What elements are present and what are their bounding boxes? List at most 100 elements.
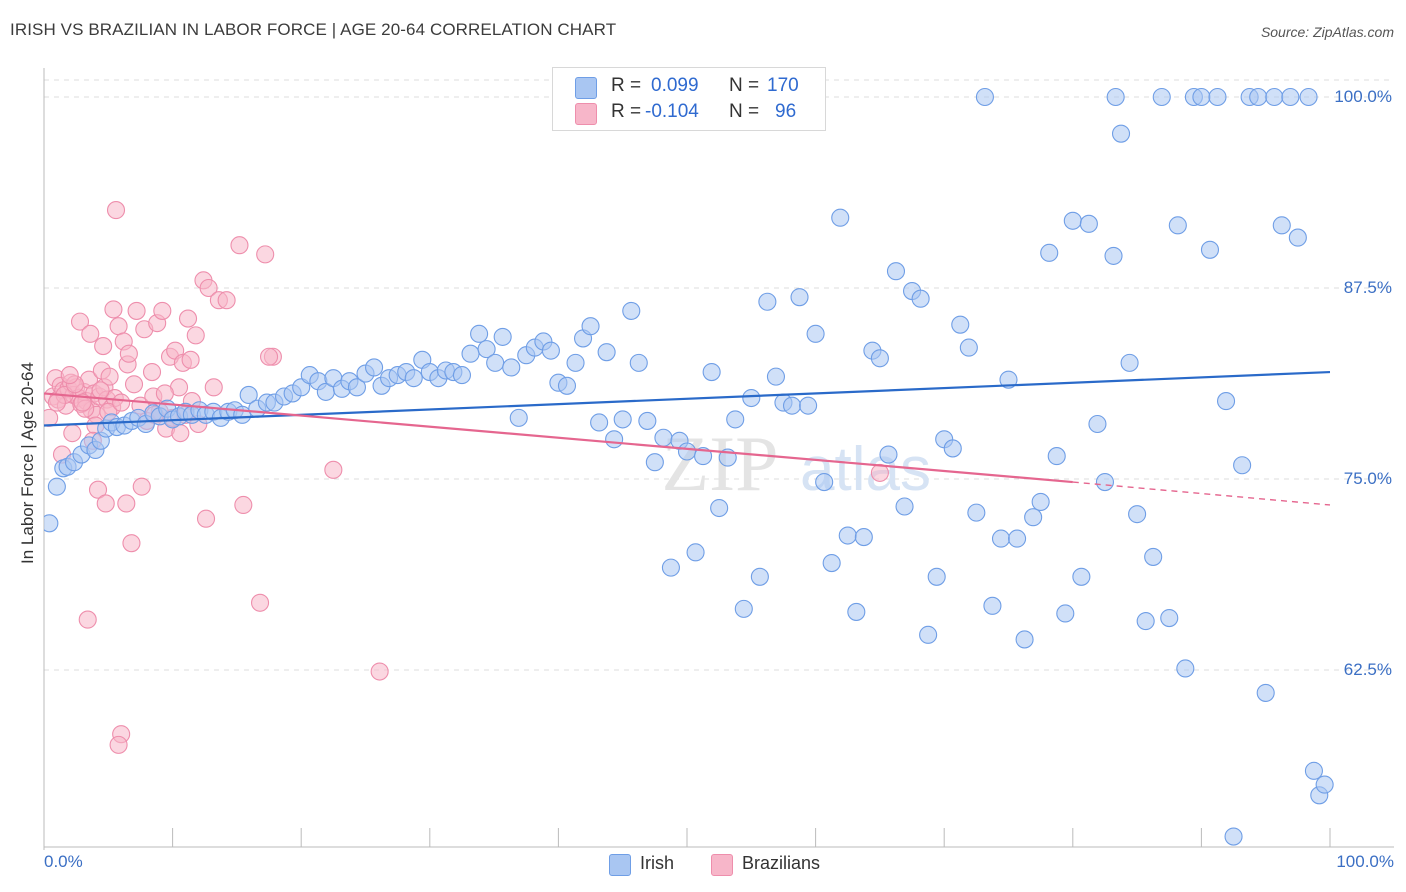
irish-point	[1281, 87, 1300, 107]
legend-irish-label: Irish	[640, 853, 675, 873]
irish-point	[838, 526, 857, 545]
brazilians-point	[81, 324, 100, 343]
irish-point	[566, 353, 585, 372]
irish-point	[1176, 659, 1195, 678]
brazilians-point	[230, 236, 249, 255]
irish-point	[879, 445, 898, 464]
irish-point	[927, 567, 946, 586]
irish-point	[1233, 456, 1252, 475]
irish-point	[1128, 505, 1147, 524]
brazilians-legend-swatch-icon	[711, 854, 733, 876]
irish-point	[959, 338, 978, 357]
irish-point	[1224, 827, 1243, 846]
brazilians-point	[78, 610, 97, 629]
irish-point	[629, 353, 648, 372]
irish-point	[1024, 508, 1043, 527]
irish-point	[597, 343, 616, 362]
irish-point	[758, 292, 777, 311]
irish-point	[1304, 761, 1323, 780]
irish-point	[1008, 529, 1027, 548]
brazilians-r-value: -0.104	[645, 101, 699, 122]
irish-r-label: R =	[611, 75, 642, 96]
irish-point	[886, 262, 906, 281]
irish-point	[1072, 567, 1091, 586]
irish-point	[47, 477, 66, 496]
irish-point	[694, 447, 713, 466]
irish-point	[1216, 392, 1236, 411]
irish-point	[943, 439, 962, 458]
irish-point	[486, 353, 505, 372]
irish-point	[790, 288, 809, 307]
chart-title: IRISH VS BRAZILIAN IN LABOR FORCE | AGE …	[10, 20, 617, 39]
brazilians-r-label: R =	[611, 101, 642, 122]
brazilians-point	[91, 381, 110, 400]
irish-point	[983, 596, 1002, 615]
irish-r-value: 0.099	[651, 75, 699, 96]
irish-point	[686, 543, 705, 562]
irish-point	[493, 327, 512, 346]
irish-point	[1040, 243, 1059, 262]
irish-point	[1136, 612, 1155, 631]
brazilians-n-label: N =	[729, 101, 760, 122]
irish-point	[461, 344, 480, 363]
y-tick-label-100: 100.0%	[1334, 87, 1392, 106]
irish-point	[1315, 775, 1334, 794]
irish-point	[557, 376, 577, 395]
source-label: Source: ZipAtlas.com	[1260, 24, 1394, 40]
irish-point	[1015, 630, 1034, 649]
irish-point	[645, 453, 664, 472]
irish-point	[1265, 87, 1284, 107]
irish-point	[661, 558, 680, 577]
brazilians-point	[196, 509, 216, 528]
brazilians-point	[119, 344, 138, 363]
brazilians-point	[155, 384, 174, 403]
irish-point	[726, 410, 745, 429]
brazilians-point	[88, 480, 108, 499]
axes	[43, 68, 1394, 850]
stats-legend: R = 0.099 N = 170 R = -0.104 N = 96	[552, 67, 826, 131]
brazilians-point	[204, 378, 223, 397]
irish-points	[44, 87, 1334, 846]
irish-point	[975, 87, 994, 107]
brazilians-point	[186, 326, 205, 345]
legend-brazilians-label: Brazilians	[742, 853, 821, 873]
brazilians-point	[63, 424, 82, 443]
brazilians-point	[256, 245, 275, 264]
irish-trend-line	[43, 370, 1331, 427]
irish-point	[1299, 87, 1318, 107]
brazilians-point	[60, 366, 79, 385]
brazilians-point	[96, 494, 115, 513]
irish-point	[991, 529, 1011, 548]
irish-point	[677, 442, 697, 461]
irish-point	[702, 362, 721, 382]
irish-point	[1144, 547, 1163, 566]
irish-point	[613, 410, 632, 429]
irish-point	[1056, 604, 1075, 623]
irish-point	[1272, 216, 1291, 235]
irish-point	[470, 324, 489, 343]
brazilians-point	[199, 278, 218, 298]
irish-point	[622, 301, 641, 320]
brazilians-point	[217, 291, 236, 310]
irish-point	[44, 514, 59, 533]
irish-point	[509, 408, 528, 427]
irish-point	[1200, 240, 1220, 259]
brazilians-point	[104, 300, 123, 319]
irish-point	[742, 388, 761, 408]
irish-point	[404, 369, 423, 388]
brazilians-point	[73, 393, 92, 412]
brazilians-point	[109, 735, 128, 754]
irish-point	[782, 396, 802, 415]
brazilians-point	[124, 375, 144, 394]
irish-point	[1160, 608, 1179, 628]
irish-point	[365, 358, 384, 377]
irish-swatch-icon	[575, 77, 597, 99]
brazilians-n-value: 96	[775, 101, 797, 122]
irish-point	[1088, 414, 1107, 434]
brazilians-trend-line	[43, 392, 1073, 484]
irish-point	[822, 553, 841, 573]
brazilians-point	[234, 495, 253, 515]
irish-point	[911, 289, 930, 308]
irish-point	[1192, 87, 1211, 107]
